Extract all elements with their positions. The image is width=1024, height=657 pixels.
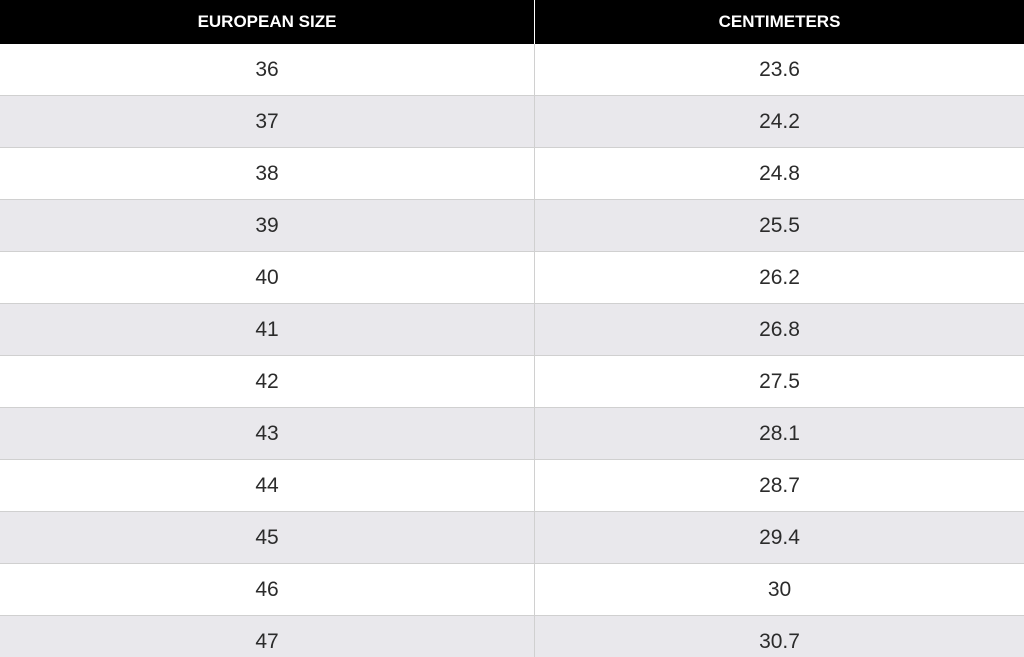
table-cell: 24.2 [535,96,1024,148]
table-cell: 24.8 [535,148,1024,200]
table-cell: 25.5 [535,200,1024,252]
table-cell: 26.8 [535,304,1024,356]
table-cell: 26.2 [535,252,1024,304]
column-header: EUROPEAN SIZE [0,0,535,44]
table-cell: 38 [0,148,535,200]
table-cell: 41 [0,304,535,356]
table-cell: 43 [0,408,535,460]
table-cell: 30 [535,564,1024,616]
table-cell: 47 [0,616,535,657]
column-header: CENTIMETERS [535,0,1024,44]
table-cell: 42 [0,356,535,408]
table-cell: 46 [0,564,535,616]
table-cell: 28.1 [535,408,1024,460]
table-cell: 40 [0,252,535,304]
table-cell: 28.7 [535,460,1024,512]
table-cell: 45 [0,512,535,564]
table-cell: 23.6 [535,44,1024,96]
table-cell: 29.4 [535,512,1024,564]
table-cell: 27.5 [535,356,1024,408]
table-cell: 44 [0,460,535,512]
table-cell: 37 [0,96,535,148]
table-cell: 39 [0,200,535,252]
table-cell: 30.7 [535,616,1024,657]
table-cell: 36 [0,44,535,96]
